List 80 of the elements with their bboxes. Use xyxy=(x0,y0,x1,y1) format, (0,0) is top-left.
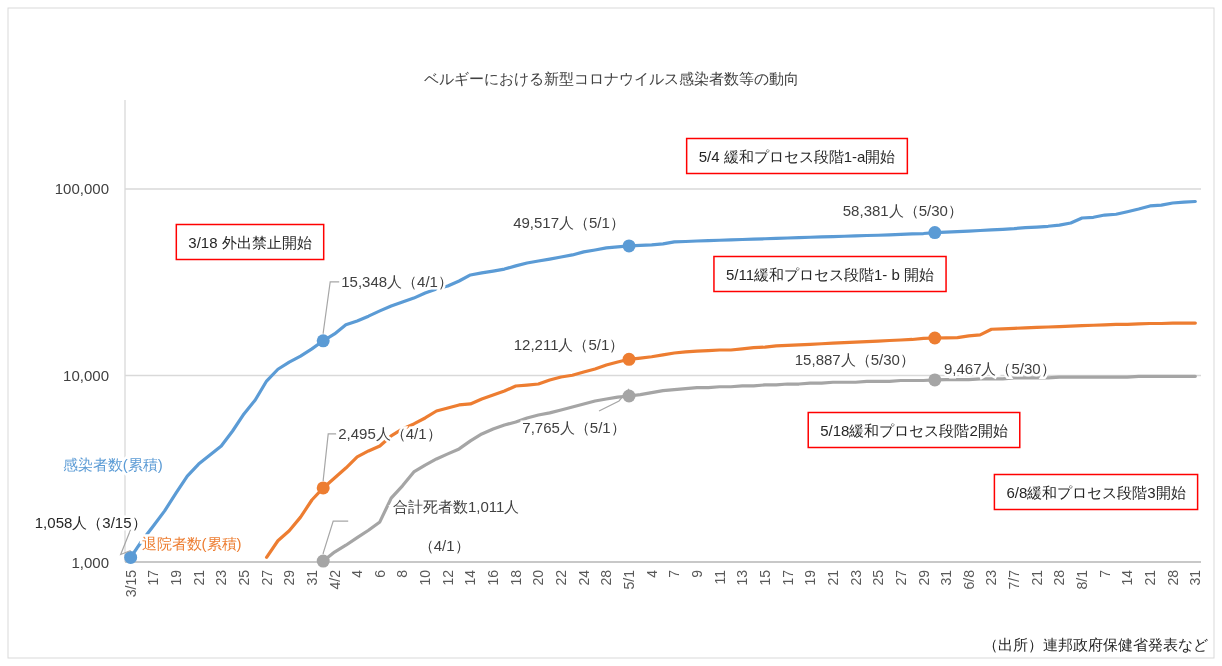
x-tick-label: 6/8 xyxy=(960,569,977,590)
x-tick-label: 31 xyxy=(938,569,955,586)
x-tick-label: 20 xyxy=(530,569,547,586)
x-tick-label: 23 xyxy=(847,569,864,586)
x-tick-label: 9 xyxy=(688,569,705,578)
data-label: 15,348人（4/1） xyxy=(341,273,453,291)
line-series xyxy=(264,321,1197,559)
x-tick-label: 21 xyxy=(1028,569,1045,586)
x-tick-label: 24 xyxy=(575,569,592,586)
annotation: 6/8緩和プロセス段階3開始 xyxy=(1006,483,1186,501)
text: （出所）連邦政府保健省発表など xyxy=(983,635,1208,653)
data-label: 49,517人（5/1） xyxy=(513,214,625,232)
point xyxy=(622,352,636,366)
x-tick-label: 17 xyxy=(779,569,796,586)
data-label: 58,381人（5/30） xyxy=(842,202,963,220)
x-tick-label: 27 xyxy=(892,569,909,586)
x-tick-label: 21 xyxy=(1142,569,1159,586)
data-label: 2,495人（4/1） xyxy=(338,425,442,443)
x-tick-label: 7/7 xyxy=(1006,569,1023,590)
x-tick-label: 12 xyxy=(439,569,456,586)
x-tick-label: 23 xyxy=(983,569,1000,586)
point xyxy=(928,373,942,387)
x-tick-label: 14 xyxy=(1119,569,1136,586)
x-tick-label: 18 xyxy=(507,569,524,586)
data-label: 15,887人（5/30） xyxy=(794,351,915,369)
x-tick-label: 5/1 xyxy=(621,569,638,590)
x-tick-label: 13 xyxy=(734,569,751,586)
x-tick-label: 10 xyxy=(417,569,434,586)
point xyxy=(316,334,330,348)
x-tick-label: 15 xyxy=(756,569,773,586)
x-tick-label: 11 xyxy=(711,569,728,585)
x-tick-label: 21 xyxy=(824,569,841,586)
x-tick-label: 4 xyxy=(349,569,366,578)
x-tick-label: 29 xyxy=(915,569,932,586)
x-tick-label: 4/2 xyxy=(326,569,343,590)
x-tick-label: 21 xyxy=(190,569,207,586)
point xyxy=(928,331,942,345)
x-tick-label: 28 xyxy=(1164,569,1181,586)
x-tick-label: 23 xyxy=(213,569,230,586)
y-tick-label: 10,000 xyxy=(63,366,109,384)
point xyxy=(928,226,942,240)
series-label: 退院者数(累積) xyxy=(141,534,242,552)
point xyxy=(316,481,330,495)
point xyxy=(124,550,138,564)
annotation: 3/18 外出禁止開始 xyxy=(188,233,312,251)
x-tick-label: 29 xyxy=(281,569,298,586)
y-tick-label: 1,000 xyxy=(71,553,109,571)
y-tick-label: 100,000 xyxy=(54,180,109,198)
data-label: 7,765人（5/1） xyxy=(522,419,626,437)
annotation: 5/18緩和プロセス段階2開始 xyxy=(820,421,1008,439)
x-tick-label: 8 xyxy=(394,569,411,578)
x-tick-label: 31 xyxy=(1187,569,1204,586)
x-tick-label: 28 xyxy=(1051,569,1068,586)
x-tick-label: 19 xyxy=(802,569,819,586)
x-tick-label: 27 xyxy=(258,569,275,586)
x-tick-label: 8/1 xyxy=(1074,569,1091,590)
x-tick-label: 19 xyxy=(167,569,184,586)
x-tick-label: 25 xyxy=(870,569,887,586)
x-tick-label: 16 xyxy=(485,569,502,586)
point xyxy=(316,554,330,568)
x-tick-label: 22 xyxy=(553,569,570,586)
annotation: 5/4 緩和プロセス段階1-a開始 xyxy=(698,147,896,165)
x-tick-label: 14 xyxy=(462,569,479,586)
chart-title: ベルギーにおける新型コロナウイルス感染者数等の動向 xyxy=(423,69,799,87)
x-tick-label: 6 xyxy=(371,569,388,578)
data-label: 1,058人（3/15） xyxy=(34,513,147,531)
annotation: 5/11緩和プロセス段階1- b 開始 xyxy=(725,265,935,283)
x-tick-label: 7 xyxy=(1096,569,1113,578)
x-tick-label: 7 xyxy=(666,569,683,578)
data-label: 9,467人（5/30） xyxy=(943,360,1056,378)
data-label: 12,211人（5/1） xyxy=(513,335,625,353)
point xyxy=(622,239,636,253)
x-tick-label: 4 xyxy=(643,569,660,578)
x-tick-label: 28 xyxy=(598,569,615,586)
series-label: 感染者数(累積) xyxy=(62,455,163,473)
x-tick-label: 25 xyxy=(235,569,252,586)
text: 合計死者数1,011人（4/1） xyxy=(392,497,520,554)
x-tick-label: 3/15 xyxy=(122,569,139,598)
x-tick-label: 17 xyxy=(145,569,162,586)
x-tick-label: 31 xyxy=(303,569,320,586)
